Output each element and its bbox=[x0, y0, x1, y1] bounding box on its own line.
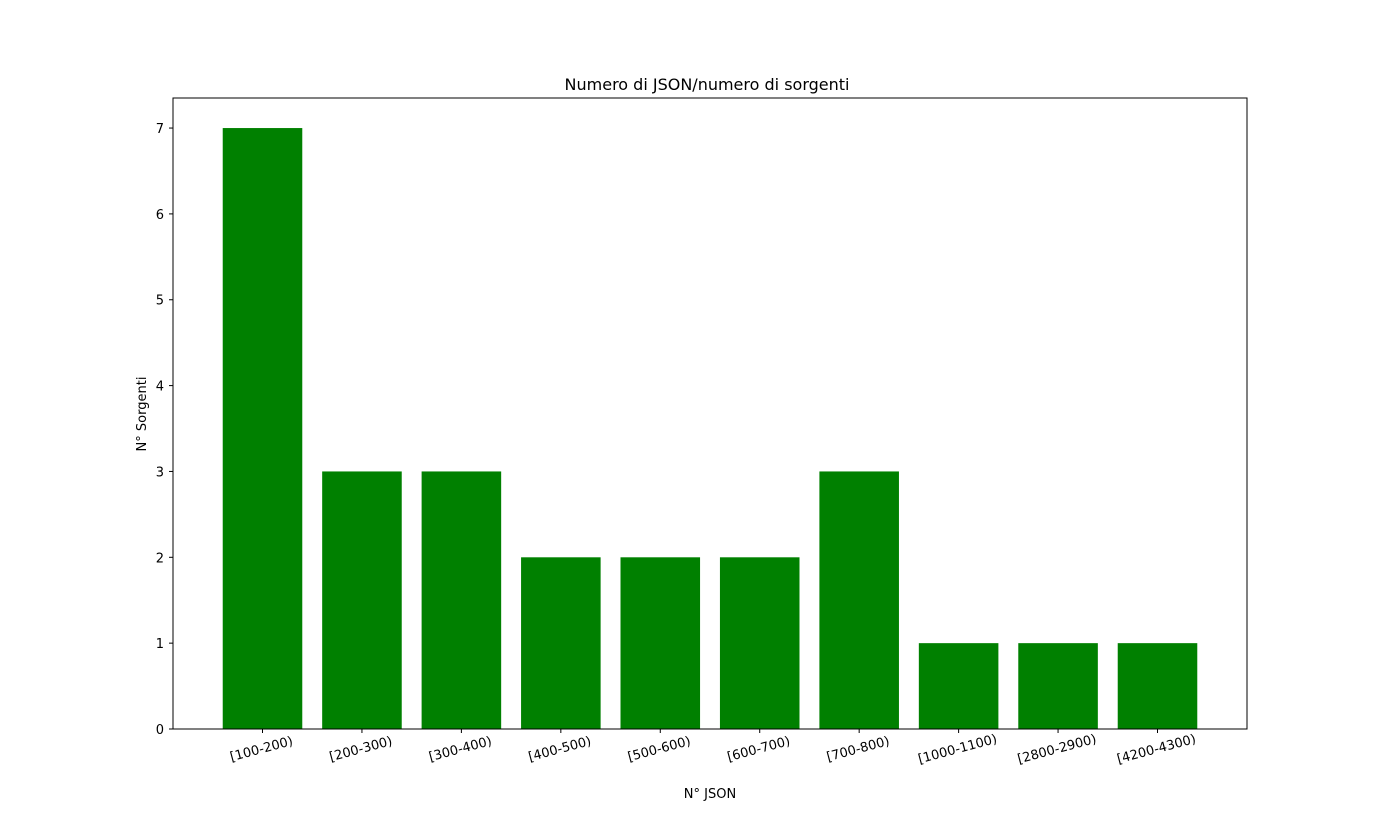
y-tick-label: 6 bbox=[156, 208, 164, 223]
plot-frame bbox=[172, 97, 1248, 730]
y-tick-label: 5 bbox=[156, 294, 164, 309]
chart-title: Numero di JSON/numero di sorgenti bbox=[565, 75, 850, 94]
y-tick-label: 4 bbox=[156, 380, 164, 395]
y-tick-label: 3 bbox=[156, 465, 164, 480]
x-tick-label: [700-800) bbox=[825, 734, 891, 765]
x-tick-label: [500-600) bbox=[626, 734, 692, 765]
bar-[600-700) bbox=[719, 557, 800, 729]
x-axis: [100-200) [200-300) [300-400) [400-500) [500… bbox=[229, 729, 1198, 767]
bar-[300-400) bbox=[421, 471, 502, 729]
y-tick-label: 2 bbox=[156, 551, 164, 566]
bar-[400-500) bbox=[521, 557, 601, 729]
x-tick-label: [300-400) bbox=[427, 734, 493, 765]
y-tick-label: 7 bbox=[156, 122, 164, 137]
x-tick-label: [200-300) bbox=[328, 734, 394, 765]
y-axis: 0 1 2 3 4 5 6 7 bbox=[156, 122, 173, 738]
y-axis-label: N° Sorgenti bbox=[135, 377, 150, 452]
x-tick-label: [2800-2900) bbox=[1016, 732, 1098, 767]
bar-[1000-1100) bbox=[918, 643, 999, 729]
bar-[200-300) bbox=[322, 471, 402, 729]
y-tick-label: 1 bbox=[156, 637, 164, 652]
x-tick-label: [100-200) bbox=[229, 734, 295, 765]
bars-group bbox=[222, 128, 1198, 730]
bar-[500-600) bbox=[620, 557, 701, 729]
x-tick-label: [1000-1100) bbox=[917, 732, 999, 767]
bar-[4200-4300) bbox=[1117, 643, 1198, 729]
x-axis-label: N° JSON bbox=[684, 787, 736, 802]
bar-[100-200) bbox=[222, 128, 303, 730]
bar-[700-800) bbox=[819, 471, 899, 729]
x-tick-label: [4200-4300) bbox=[1116, 732, 1198, 767]
x-tick-label: [400-500) bbox=[527, 734, 593, 765]
x-tick-label: [600-700) bbox=[726, 734, 792, 765]
y-tick-label: 0 bbox=[156, 723, 164, 738]
bar-[2800-2900) bbox=[1018, 643, 1098, 729]
